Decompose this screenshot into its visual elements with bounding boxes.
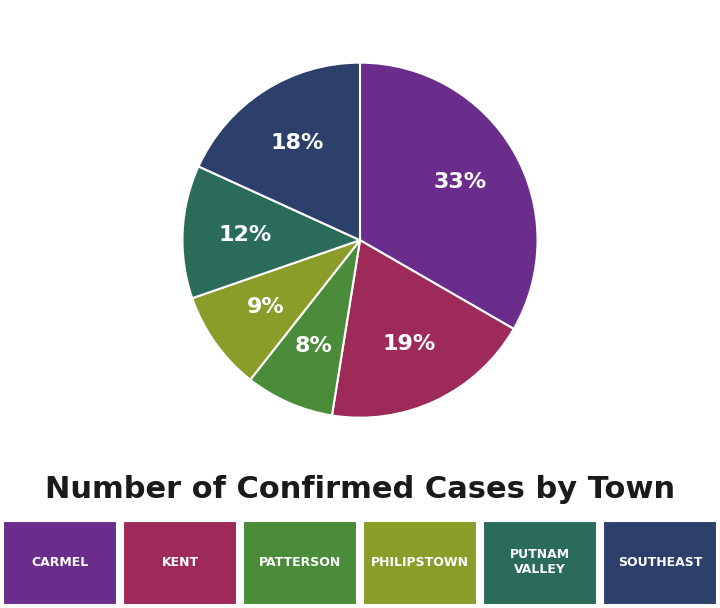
Text: PUTNAM
VALLEY: PUTNAM VALLEY [510, 548, 570, 576]
FancyBboxPatch shape [603, 521, 717, 606]
Text: 12%: 12% [218, 225, 271, 244]
Text: PATTERSON: PATTERSON [259, 556, 341, 569]
Wedge shape [182, 167, 360, 299]
Wedge shape [192, 240, 360, 380]
FancyBboxPatch shape [483, 521, 597, 606]
FancyBboxPatch shape [3, 521, 117, 606]
Text: 18%: 18% [271, 133, 324, 153]
FancyBboxPatch shape [123, 521, 237, 606]
FancyBboxPatch shape [243, 521, 357, 606]
Text: 9%: 9% [247, 297, 285, 317]
FancyBboxPatch shape [363, 521, 477, 606]
Text: 19%: 19% [383, 334, 436, 354]
Text: PHILIPSTOWN: PHILIPSTOWN [371, 556, 469, 569]
Text: Number of Confirmed Cases by Town: Number of Confirmed Cases by Town [45, 475, 675, 504]
Wedge shape [332, 240, 514, 418]
Text: 8%: 8% [294, 336, 333, 356]
Text: 33%: 33% [433, 173, 487, 193]
Text: SOUTHEAST: SOUTHEAST [618, 556, 702, 569]
Wedge shape [251, 240, 360, 415]
Wedge shape [199, 63, 360, 240]
Wedge shape [360, 63, 538, 329]
Text: CARMEL: CARMEL [32, 556, 89, 569]
Text: KENT: KENT [161, 556, 199, 569]
